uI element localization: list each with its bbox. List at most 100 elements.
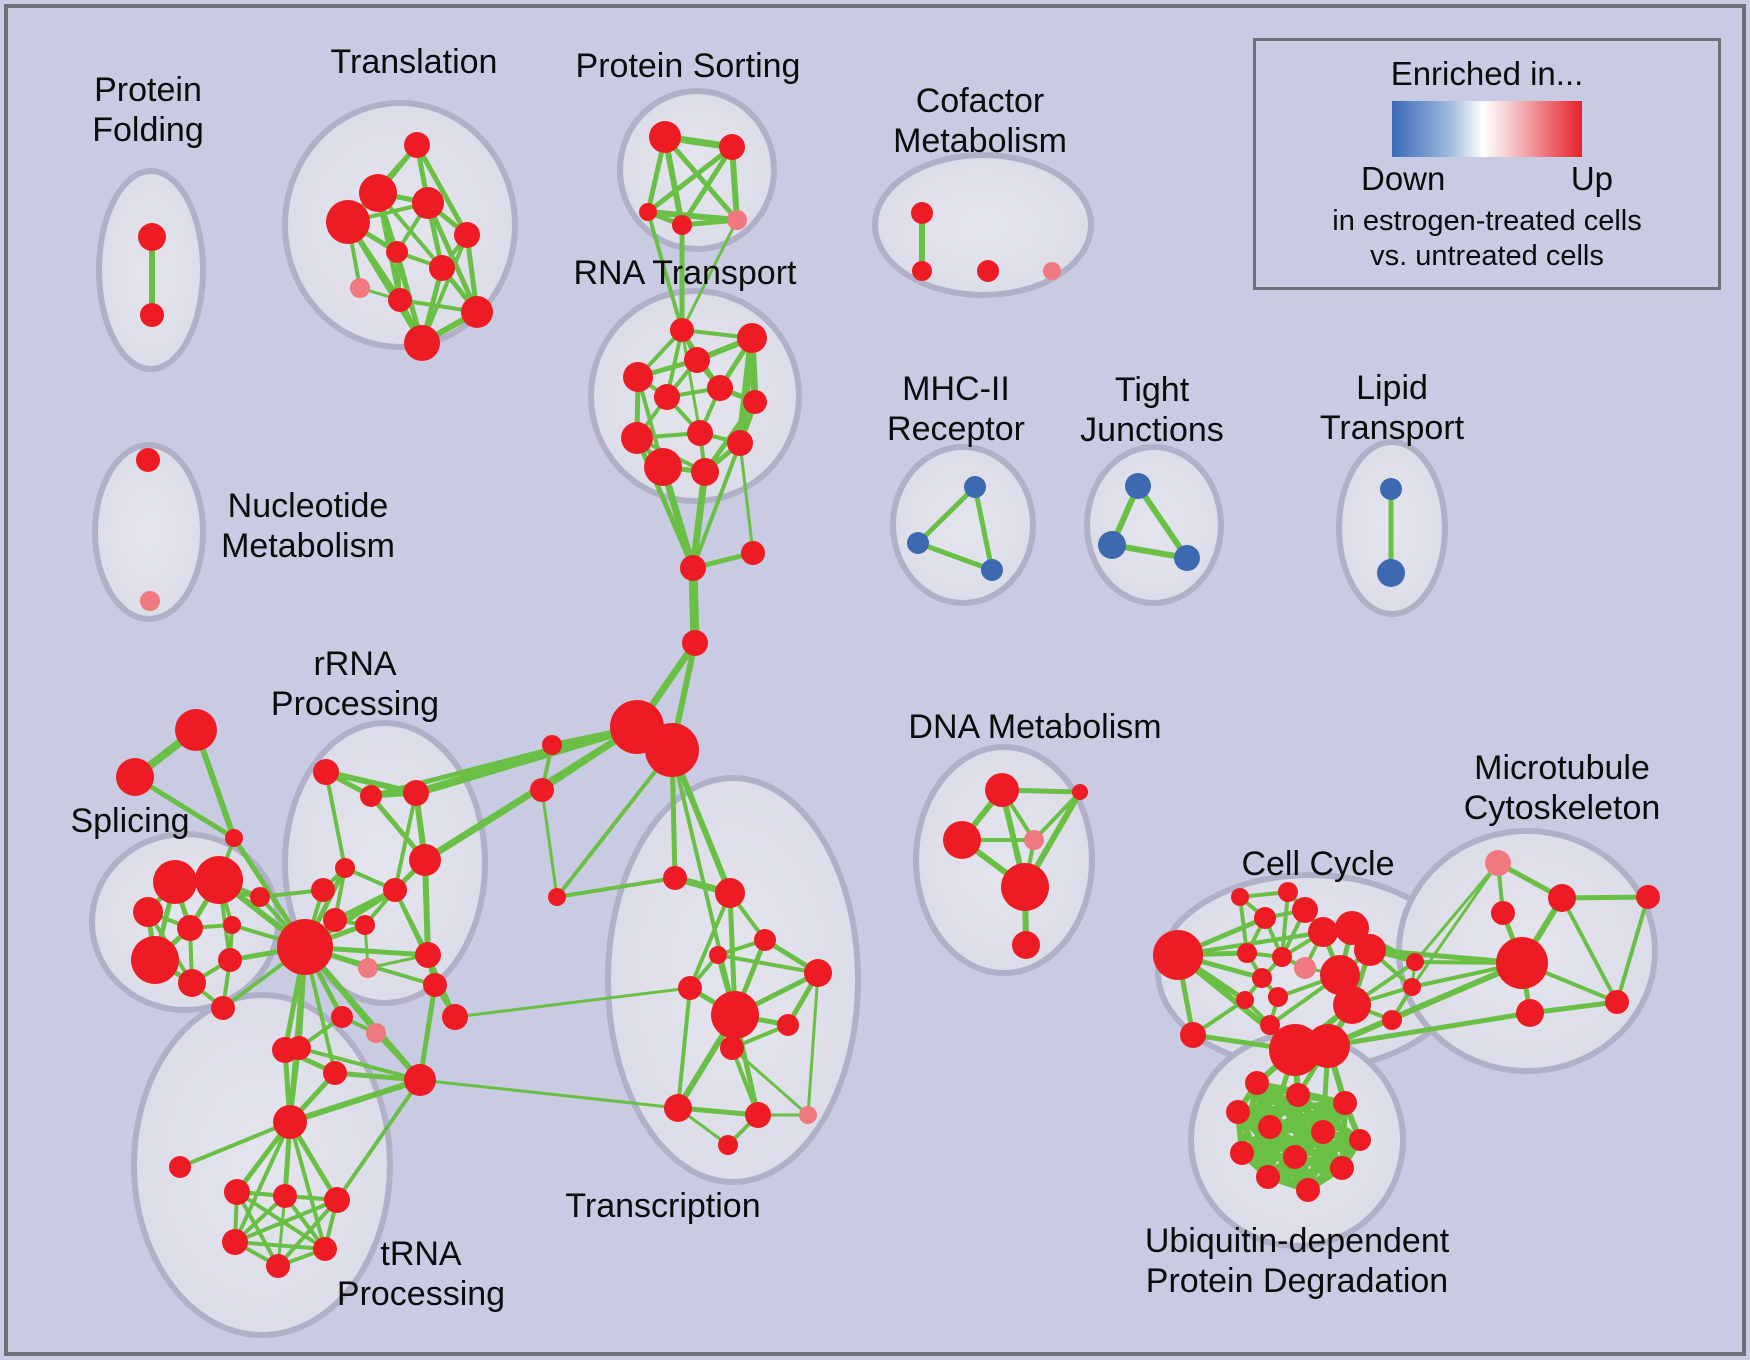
gene-set-node — [366, 1023, 386, 1043]
cluster-label-microtubule-cytoskeleton: Cytoskeleton — [1464, 789, 1661, 827]
gene-set-node — [1012, 931, 1040, 959]
gene-set-node — [1496, 937, 1548, 989]
enrichment-edge — [646, 210, 684, 332]
gene-set-node — [335, 858, 355, 878]
gene-set-node — [1380, 478, 1402, 500]
gene-set-node — [709, 946, 727, 964]
cluster-label-mhc-ii-receptor: Receptor — [887, 410, 1025, 448]
gene-set-node — [415, 942, 441, 968]
gene-set-node — [804, 959, 832, 987]
gene-set-node — [403, 780, 429, 806]
enrichment-edge — [679, 144, 735, 228]
gene-set-node — [737, 323, 767, 353]
gene-set-node — [1226, 1100, 1250, 1124]
legend-up-label: Up — [1570, 160, 1613, 197]
gene-set-node — [177, 915, 203, 941]
gene-set-node — [404, 132, 430, 158]
gene-set-node — [645, 723, 699, 777]
gene-set-node — [454, 222, 480, 248]
gene-set-node — [313, 759, 339, 785]
gene-set-node — [621, 422, 653, 454]
gene-set-node — [225, 829, 243, 847]
cluster-ellipse-nucleotide-metabolism — [92, 442, 206, 622]
gene-set-node — [273, 1105, 307, 1139]
cluster-label-ubiquitin-dependent-protein-degradation: Protein Degradation — [1146, 1262, 1448, 1300]
enrichment-edge — [736, 334, 756, 447]
enrichment-edge — [1280, 890, 1290, 959]
gene-set-node — [1230, 1141, 1254, 1165]
enrichment-edge — [323, 769, 419, 796]
gene-set-node — [720, 1036, 744, 1060]
gene-set-node — [1406, 953, 1424, 971]
gene-set-node — [1237, 943, 1257, 963]
gene-set-node — [1330, 1156, 1354, 1180]
gene-set-node — [715, 878, 745, 908]
gene-set-node — [1252, 968, 1272, 988]
gene-set-node — [211, 996, 235, 1020]
enrichment-edge — [297, 1046, 422, 1082]
gene-set-node — [754, 929, 776, 951]
gene-set-node — [1260, 1015, 1280, 1035]
gene-set-node — [250, 887, 270, 907]
cluster-label-cofactor-metabolism: Metabolism — [893, 122, 1067, 160]
gene-set-node — [1098, 531, 1126, 559]
gene-set-node — [943, 821, 981, 859]
enrichment-edge — [335, 1078, 422, 1202]
gene-set-node — [682, 630, 708, 656]
gene-set-node — [412, 187, 444, 219]
enrichment-edge — [178, 1120, 292, 1169]
gene-set-node — [1308, 917, 1338, 947]
gene-set-node — [654, 384, 680, 410]
enrichment-edge — [233, 1120, 292, 1244]
gene-set-node — [409, 844, 441, 876]
gene-set-node — [442, 1004, 468, 1030]
enrichment-edge — [1325, 1010, 1533, 1049]
gene-set-node — [1335, 911, 1369, 945]
gene-set-node — [1283, 1145, 1307, 1169]
enrichment-edge — [972, 484, 995, 573]
gene-set-node — [678, 976, 702, 1000]
gene-set-node — [153, 860, 197, 904]
enrichment-edge — [730, 1046, 810, 1117]
gene-set-node — [548, 888, 566, 906]
gene-set-node — [1292, 897, 1318, 923]
cluster-label-microtubule-cytoskeleton: Microtubule — [1474, 749, 1650, 787]
enrichment-edge — [132, 774, 237, 841]
enrichment-edge — [806, 971, 820, 1117]
cluster-ellipse-rrna-processing — [282, 720, 488, 1006]
gene-set-node — [1377, 559, 1405, 587]
gene-set-node — [133, 897, 163, 927]
gene-set-node — [323, 1061, 347, 1085]
gene-set-node — [1245, 1071, 1269, 1095]
gene-set-node — [664, 1094, 692, 1122]
gene-set-node — [1403, 978, 1421, 996]
gene-set-node — [799, 1106, 817, 1124]
gene-set-node — [1382, 1010, 1402, 1030]
enrichment-edge — [287, 1077, 423, 1125]
gene-set-node — [360, 785, 382, 807]
enrichment-edge — [676, 986, 692, 1110]
legend-title: Enriched in... — [1390, 55, 1584, 92]
cluster-label-splicing: Splicing — [70, 802, 189, 840]
enrichment-edge — [418, 1078, 680, 1110]
gene-set-node — [1024, 830, 1044, 850]
gene-set-node — [1268, 987, 1288, 1007]
cluster-label-mhc-ii-receptor: MHC-II — [902, 370, 1010, 408]
enrichment-edge — [1560, 896, 1619, 1004]
enrichment-edge — [1559, 894, 1651, 901]
cluster-label-lipid-transport: Lipid — [1356, 369, 1428, 407]
gene-set-node — [684, 347, 710, 373]
gene-set-node — [1125, 473, 1151, 499]
enrichment-edge — [915, 540, 995, 573]
enrichment-edge — [1413, 861, 1500, 964]
gene-set-node — [277, 919, 333, 975]
gene-set-node — [711, 991, 759, 1039]
gene-set-node — [136, 448, 160, 472]
gene-set-node — [1636, 885, 1660, 909]
gene-set-node — [222, 1229, 248, 1255]
gene-set-node — [707, 375, 733, 401]
gene-set-node — [691, 458, 719, 486]
gene-set-node — [273, 1184, 297, 1208]
